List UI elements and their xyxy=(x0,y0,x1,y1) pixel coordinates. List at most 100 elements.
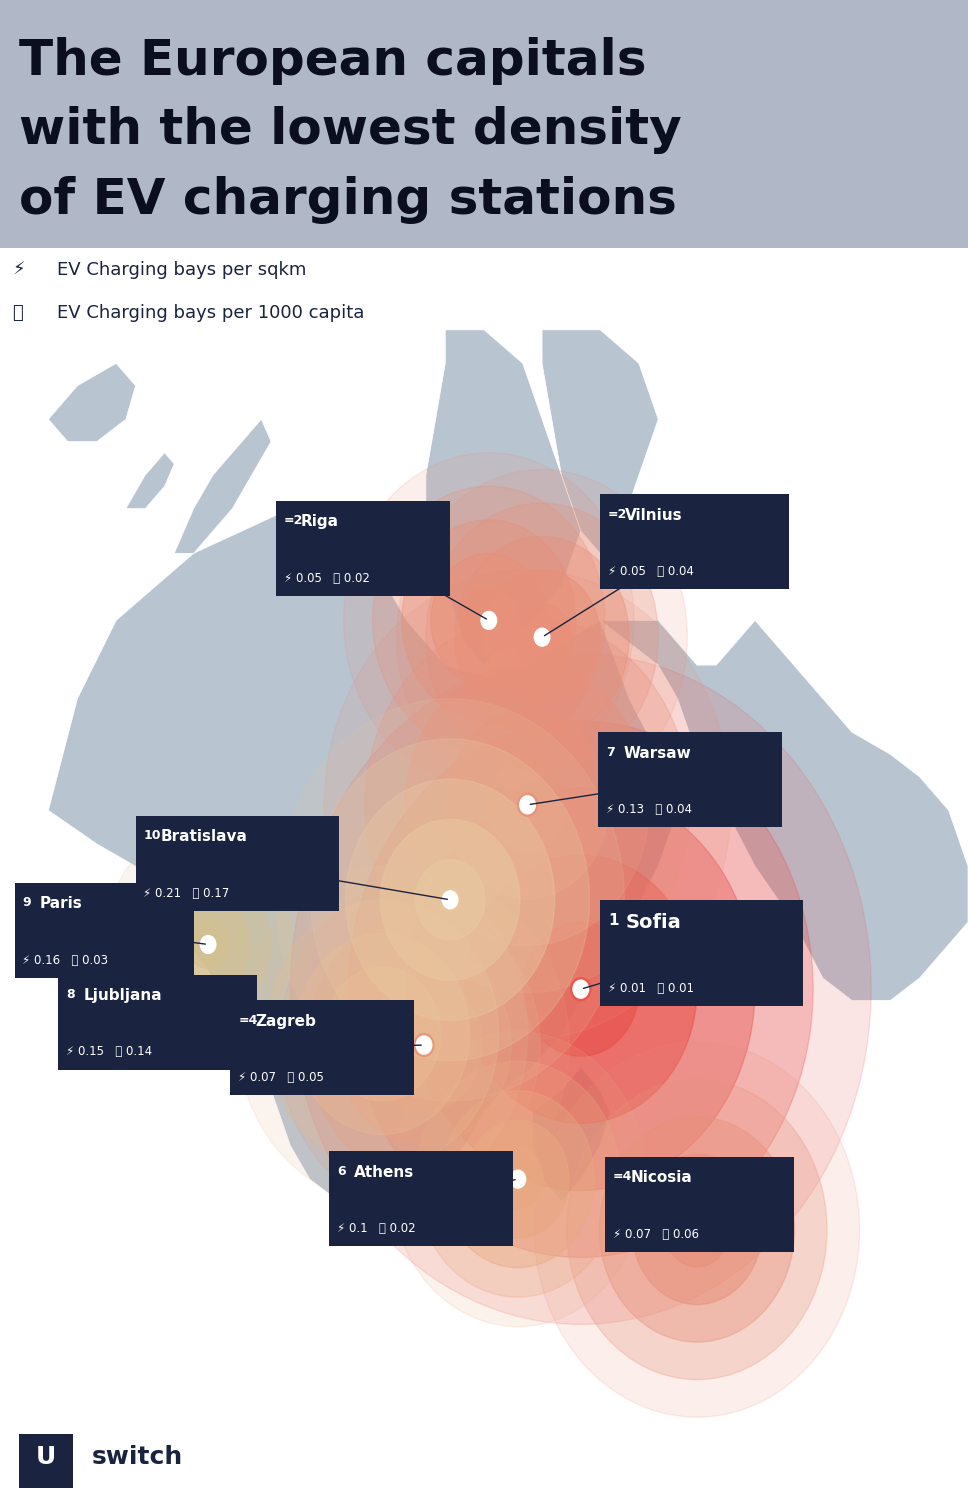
Circle shape xyxy=(365,616,690,993)
Text: with the lowest density: with the lowest density xyxy=(19,106,682,154)
Text: EV Charging bays per 1000 capita: EV Charging bays per 1000 capita xyxy=(56,304,364,322)
Text: ⚡ 0.13   👤 0.04: ⚡ 0.13 👤 0.04 xyxy=(606,802,692,816)
Text: ⚡ 0.15   👤 0.14: ⚡ 0.15 👤 0.14 xyxy=(66,1046,152,1059)
Circle shape xyxy=(513,603,571,670)
Circle shape xyxy=(145,871,271,1017)
Circle shape xyxy=(534,1041,860,1418)
Polygon shape xyxy=(542,330,658,554)
Circle shape xyxy=(346,778,555,1020)
Text: ⚡ 0.1   👤 0.02: ⚡ 0.1 👤 0.02 xyxy=(337,1222,415,1234)
FancyBboxPatch shape xyxy=(276,501,450,596)
Text: Vilnius: Vilnius xyxy=(625,507,683,522)
Circle shape xyxy=(373,486,605,754)
Circle shape xyxy=(441,1090,594,1268)
Circle shape xyxy=(689,1221,705,1239)
Text: =4: =4 xyxy=(613,1170,632,1184)
FancyBboxPatch shape xyxy=(230,1000,414,1095)
Text: 8: 8 xyxy=(66,988,75,1000)
Circle shape xyxy=(467,1120,569,1238)
Text: Riga: Riga xyxy=(301,514,339,529)
Circle shape xyxy=(337,945,511,1146)
Circle shape xyxy=(442,891,458,909)
FancyBboxPatch shape xyxy=(0,0,968,248)
Circle shape xyxy=(534,628,550,646)
Text: 9: 9 xyxy=(22,897,31,909)
Circle shape xyxy=(397,470,687,806)
Circle shape xyxy=(523,922,639,1056)
Text: ⚡ 0.07   👤 0.05: ⚡ 0.07 👤 0.05 xyxy=(238,1071,324,1084)
Circle shape xyxy=(446,711,609,898)
Text: Nicosia: Nicosia xyxy=(630,1170,692,1185)
Polygon shape xyxy=(426,330,581,664)
Text: 👤: 👤 xyxy=(13,304,23,322)
Polygon shape xyxy=(174,419,271,554)
Circle shape xyxy=(104,824,313,1065)
Text: Paris: Paris xyxy=(40,897,82,912)
Text: ⚡ 0.05   👤 0.04: ⚡ 0.05 👤 0.04 xyxy=(608,566,694,578)
Text: ⚡ 0.07   👤 0.06: ⚡ 0.07 👤 0.06 xyxy=(613,1227,699,1240)
Text: ⚡ 0.01   👤 0.01: ⚡ 0.01 👤 0.01 xyxy=(608,982,694,994)
Circle shape xyxy=(266,900,499,1168)
Circle shape xyxy=(484,570,600,704)
Circle shape xyxy=(416,1036,432,1054)
Text: The European capitals: The European capitals xyxy=(19,38,647,86)
Circle shape xyxy=(406,664,650,945)
Circle shape xyxy=(431,554,547,687)
Text: Warsaw: Warsaw xyxy=(623,746,691,760)
Circle shape xyxy=(276,699,624,1101)
Circle shape xyxy=(493,1149,543,1209)
Text: Bratislava: Bratislava xyxy=(161,830,248,844)
Circle shape xyxy=(348,722,813,1257)
Circle shape xyxy=(460,586,518,654)
Circle shape xyxy=(402,520,576,722)
Circle shape xyxy=(487,758,568,852)
Text: switch: switch xyxy=(92,1444,183,1468)
FancyBboxPatch shape xyxy=(598,732,782,827)
Text: Sofia: Sofia xyxy=(625,914,681,932)
Text: ⚡ 0.05   👤 0.02: ⚡ 0.05 👤 0.02 xyxy=(284,572,370,585)
Circle shape xyxy=(279,878,569,1212)
FancyBboxPatch shape xyxy=(605,1156,794,1252)
Circle shape xyxy=(520,796,535,813)
Polygon shape xyxy=(532,1068,610,1202)
Circle shape xyxy=(395,1011,453,1078)
Polygon shape xyxy=(126,453,174,509)
Circle shape xyxy=(465,855,697,1124)
Circle shape xyxy=(567,1078,827,1380)
Text: =4: =4 xyxy=(238,1014,257,1028)
Circle shape xyxy=(407,788,755,1191)
Circle shape xyxy=(380,819,520,980)
Circle shape xyxy=(166,896,250,993)
Circle shape xyxy=(295,933,469,1134)
Circle shape xyxy=(632,1155,762,1305)
Text: ⚡: ⚡ xyxy=(13,261,25,279)
Text: Zagreb: Zagreb xyxy=(256,1014,317,1029)
Circle shape xyxy=(415,1060,620,1298)
Polygon shape xyxy=(697,1179,745,1224)
Text: ⚡ 0.21   👤 0.17: ⚡ 0.21 👤 0.17 xyxy=(143,886,229,900)
Text: ⚡ 0.16   👤 0.03: ⚡ 0.16 👤 0.03 xyxy=(22,954,108,968)
Circle shape xyxy=(426,503,658,771)
Circle shape xyxy=(187,921,229,969)
Text: 7: 7 xyxy=(606,746,615,759)
Circle shape xyxy=(664,1192,730,1268)
Circle shape xyxy=(481,612,497,630)
Circle shape xyxy=(308,910,540,1179)
Text: =2: =2 xyxy=(284,514,303,526)
FancyBboxPatch shape xyxy=(58,975,257,1070)
Circle shape xyxy=(125,847,291,1041)
Text: EV Charging bays per sqkm: EV Charging bays per sqkm xyxy=(56,261,306,279)
Circle shape xyxy=(573,980,589,998)
Circle shape xyxy=(353,1000,411,1068)
Circle shape xyxy=(599,1118,795,1342)
Circle shape xyxy=(237,867,528,1202)
Circle shape xyxy=(510,1170,526,1188)
Text: Athens: Athens xyxy=(354,1164,414,1179)
Circle shape xyxy=(311,740,590,1060)
Circle shape xyxy=(200,936,216,954)
FancyBboxPatch shape xyxy=(136,816,339,910)
Circle shape xyxy=(344,453,634,788)
Text: U: U xyxy=(36,1444,55,1468)
Text: Ljubljana: Ljubljana xyxy=(83,988,162,1004)
Text: 1: 1 xyxy=(608,914,619,928)
